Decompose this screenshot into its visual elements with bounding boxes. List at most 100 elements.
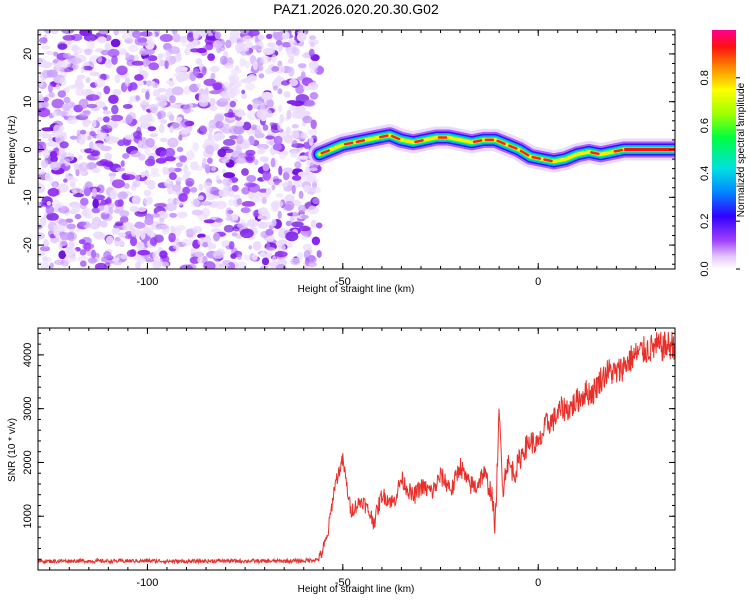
spectrogram-noise-blob [224,63,234,69]
snr-series-line [38,331,675,565]
spectrogram-noise-blob [165,203,177,211]
spectrogram-noise-blob [124,77,131,87]
spectrogram-noise-blob [297,135,309,140]
spectrogram-noise-blob [84,61,90,67]
spectrogram-noise-blob [140,42,148,47]
spectrogram-noise-blob [168,46,180,55]
spectrogram-noise-blob [291,139,298,148]
spectrogram-noise-blob [154,203,167,208]
spectrogram-noise-blob [277,121,282,132]
spectrogram-noise-blob [282,171,290,181]
snr-x-tick-label-1: -50 [335,577,351,589]
spectrogram-noise-blob [73,52,79,57]
spectrogram-noise-blob [143,189,152,197]
spectrogram-noise-blob [135,95,140,101]
spectrogram-noise-blob [239,30,250,35]
spectrogram-noise-blob [66,85,77,90]
spectrogram-noise-blob [284,200,295,211]
spectrogram-x-tick-label-1: -50 [335,276,351,288]
spectrogram-noise-blob [82,243,95,250]
spectrogram-noise-blob [38,31,43,37]
spectrogram-noise-blob [214,31,221,40]
spectrogram-noise-blob [251,254,258,261]
spectrogram-noise-blob [114,199,123,207]
spectrogram-noise-blob [262,124,269,131]
spectrogram-noise-blob [85,77,91,83]
spectrogram-noise-blob [170,104,181,109]
spectrogram-noise-blob [294,161,302,169]
spectrogram-noise-blob [271,255,277,263]
spectrogram-noise-blob [231,151,238,158]
spectrogram-noise-blob [195,57,202,65]
spectrogram-noise-blob [278,165,283,176]
spectrogram-noise-blob [91,249,96,259]
spectrogram-noise-blob [39,246,51,252]
spectrogram-noise-blob [140,230,146,240]
spectrogram-noise-blob [94,78,106,88]
spectrogram-noise-blob [221,81,233,89]
spectrogram-noise-blob [71,44,79,53]
spectrogram-noise-blob [151,32,156,37]
spectrogram-noise-blob [144,217,154,226]
colorbar-tick-label-0: 0.0 [699,261,711,276]
spectrogram-noise-blob [260,55,271,64]
spectrogram-noise-blob [308,136,314,147]
spectrogram-noise-blob [38,94,43,101]
spectrogram-noise-blob [50,30,59,35]
spectrogram-noise-blob [112,227,121,234]
spectrogram-noise-blob [214,114,225,122]
spectrogram-noise-blob [242,121,252,131]
spectrogram-noise-blob [114,74,121,84]
snr-y-label: SNR (10 * v/v) [7,418,18,482]
spectrogram-noise-blob [139,31,153,37]
spectrogram-noise-blob [125,114,133,124]
spectrogram-noise-blob [72,189,78,195]
spectrogram-noise-blob [96,117,104,122]
spectrogram-noise-blob [69,135,78,140]
spectrogram-noise-blob [223,138,236,146]
spectrogram-noise-blob [126,249,136,257]
spectrogram-noise-blob [283,91,291,98]
spectrogram-ridge-core [496,139,506,146]
spectrogram-noise-blob [87,135,92,141]
spectrogram-noise-blob [78,162,89,172]
spectrogram-noise-blob [160,119,168,124]
spectrogram-noise-blob [156,100,168,108]
snr-y-tick-label-1: 2000 [22,450,34,474]
spectrogram-noise-blob [223,148,234,153]
spectrogram-noise-blob [145,258,155,263]
spectrogram-noise-blob [303,141,311,149]
spectrogram-noise-blob [147,126,156,132]
spectrogram-noise-blob [310,119,317,130]
spectrogram-noise-blob [98,205,105,211]
spectrogram-noise-blob [300,214,309,220]
spectrogram-noise-blob [152,82,159,89]
spectrogram-noise-blob [156,210,169,220]
spectrogram-ridge-core [472,139,483,144]
spectrogram-noise-blob [39,261,50,269]
spectrogram-noise-blob [185,177,195,187]
spectrogram-noise-blob [96,160,107,167]
spectrogram-noise-blob [164,60,169,69]
spectrogram-noise-blob [286,109,292,120]
spectrogram-noise-blob [46,141,58,147]
spectrogram-ridge-core [320,149,331,155]
spectrogram-noise-blob [212,40,223,49]
spectrogram-noise-blob [282,31,290,40]
spectrogram-noise-blob [93,221,99,228]
spectrogram-noise-blob [233,194,241,200]
spectrogram-noise-blob [312,197,320,205]
spectrogram-noise-blob [103,116,110,123]
spectrogram-noise-blob [111,55,118,65]
spectrogram-noise-blob [122,104,133,109]
spectrogram-noise-blob [223,172,235,179]
spectrogram-noise-blob [103,205,109,215]
spectrogram-noise-blob [97,36,107,44]
spectrogram-noise-blob [283,167,294,173]
spectrogram-noise-blob [135,241,145,250]
spectrogram-noise-blob [296,252,304,261]
spectrogram-noise-blob [120,254,129,260]
spectrogram-noise-blob [48,176,54,185]
spectrogram-noise-blob [172,33,181,43]
spectrogram-noise-blob [61,30,75,34]
